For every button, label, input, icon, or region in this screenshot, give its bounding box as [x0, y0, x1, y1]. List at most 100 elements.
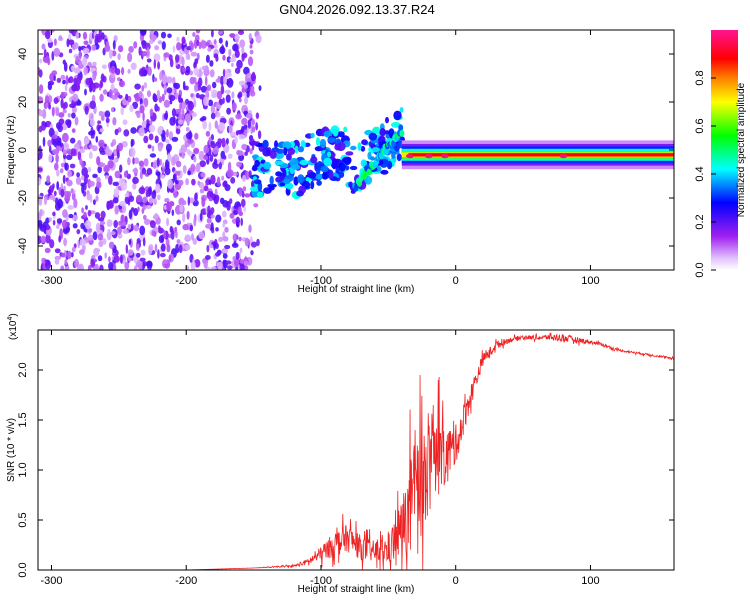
heatmap-noise-blob: [104, 44, 111, 52]
heatmap-noise-blob: [75, 55, 80, 64]
heatmap-noise-blob: [65, 75, 69, 85]
y-tick-label: 0.5: [17, 512, 29, 527]
heatmap-noise-blob: [130, 62, 137, 71]
heatmap-noise-blob: [118, 94, 123, 99]
heatmap-noise-blob: [190, 42, 194, 51]
heatmap-noise-blob: [250, 85, 255, 94]
heatmap-noise-blob: [218, 30, 224, 35]
heatmap-noise-blob: [62, 79, 66, 85]
heatmap-noise-blob: [204, 75, 208, 86]
heatmap-noise-blob: [241, 190, 245, 198]
heatmap-noise-blob: [81, 175, 85, 181]
heatmap-noise-blob: [75, 176, 82, 185]
heatmap-noise-blob: [248, 33, 252, 41]
heatmap-noise-blob: [238, 134, 246, 140]
heatmap-noise-blob: [232, 43, 239, 52]
heatmap-noise-blob: [191, 112, 197, 117]
heatmap-noise-blob: [93, 247, 100, 257]
heatmap-noise-blob: [169, 116, 176, 126]
heatmap-noise-blob: [179, 50, 185, 55]
heatmap-noise-blob: [239, 263, 245, 270]
heatmap-noise-blob: [85, 205, 88, 210]
heatmap-scatter-blob: [338, 171, 345, 178]
x-tick-label: -100: [310, 275, 332, 287]
heatmap-noise-blob: [249, 148, 253, 155]
heatmap-noise-blob: [62, 109, 67, 114]
heatmap-noise-blob: [99, 220, 106, 226]
heatmap-noise-blob: [182, 80, 186, 91]
heatmap-noise-blob: [177, 119, 184, 125]
heatmap-noise-blob: [212, 81, 217, 89]
heatmap-scatter-blob: [282, 169, 287, 178]
heatmap-noise-blob: [194, 259, 201, 268]
heatmap-noise-blob: [98, 139, 105, 148]
heatmap-noise-blob: [143, 135, 149, 144]
heatmap-noise-blob: [163, 99, 170, 108]
heatmap-noise-blob: [237, 206, 242, 215]
heatmap-noise-blob: [60, 162, 65, 168]
heatmap-noise-blob: [38, 167, 43, 172]
x-tick-label: 0: [453, 575, 459, 587]
heatmap-noise-blob: [193, 147, 200, 155]
heatmap-noise-blob: [92, 173, 98, 179]
heatmap-noise-blob: [255, 112, 260, 119]
heatmap-noise-blob: [169, 100, 173, 105]
heatmap-noise-blob: [130, 139, 133, 148]
heatmap-noise-blob: [129, 104, 134, 113]
heatmap-noise-blob: [247, 56, 254, 67]
heatmap-noise-blob: [157, 61, 161, 70]
heatmap-noise-blob: [210, 112, 216, 120]
heatmap-noise-blob: [205, 54, 210, 63]
heatmap-noise-blob: [44, 196, 47, 206]
heatmap-noise-blob: [127, 68, 131, 74]
heatmap-noise-blob: [63, 237, 67, 247]
heatmap-noise-blob: [143, 97, 149, 108]
heatmap-scatter-blob: [269, 175, 274, 185]
heatmap-noise-blob: [235, 130, 239, 136]
heatmap-noise-blob: [182, 165, 187, 174]
heatmap-noise-blob: [245, 74, 248, 84]
y-tick-label: -40: [17, 238, 29, 254]
heatmap-noise-blob: [62, 174, 66, 184]
spectrogram-x-label: Height of straight line (km): [298, 284, 415, 295]
heatmap-noise-blob: [193, 38, 198, 49]
heatmap-noise-blob: [222, 253, 228, 259]
heatmap-noise-blob: [231, 62, 234, 67]
heatmap-noise-blob: [79, 249, 85, 255]
heatmap-noise-blob: [138, 186, 146, 195]
heatmap-scatter-blob: [338, 162, 346, 172]
heatmap-noise-blob: [159, 252, 166, 258]
heatmap-noise-blob: [122, 229, 129, 234]
heatmap-noise-blob: [242, 186, 247, 192]
heatmap-noise-blob: [69, 103, 76, 108]
snr-y-label: SNR (10 * v/v): [6, 418, 17, 482]
heatmap-noise-blob: [76, 172, 80, 178]
heatmap-noise-blob: [87, 264, 92, 270]
heatmap-noise-blob: [178, 197, 185, 206]
heatmap-noise-blob: [198, 77, 203, 87]
heatmap-noise-blob: [175, 108, 182, 115]
heatmap-noise-blob: [166, 244, 171, 253]
heatmap-noise-blob: [238, 187, 243, 197]
heatmap-noise-blob: [94, 263, 99, 270]
heatmap-scatter-blob: [257, 191, 264, 198]
heatmap-noise-blob: [250, 124, 253, 135]
heatmap-noise-blob: [100, 115, 105, 121]
heatmap-noise-blob: [196, 39, 200, 47]
heatmap-noise-blob: [222, 68, 226, 78]
heatmap-noise-blob: [110, 65, 116, 74]
heatmap-noise-blob: [105, 145, 110, 156]
heatmap-noise-blob: [234, 136, 238, 144]
heatmap-scatter-blob: [393, 110, 402, 121]
heatmap-noise-blob: [38, 177, 42, 186]
heatmap-noise-blob: [67, 205, 75, 210]
heatmap-scatter-blob: [267, 183, 277, 188]
heatmap-noise-blob: [42, 262, 45, 270]
heatmap-noise-blob: [205, 41, 210, 47]
heatmap-noise-blob: [139, 105, 145, 114]
heatmap-noise-blob: [231, 242, 239, 248]
heatmap-noise-blob: [87, 166, 92, 173]
heatmap-noise-blob: [40, 123, 46, 131]
heatmap-noise-blob: [185, 178, 189, 186]
heatmap-noise-blob: [166, 217, 170, 227]
